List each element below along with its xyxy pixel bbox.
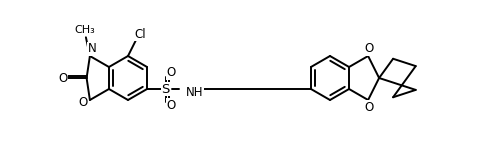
Text: O: O [364, 42, 374, 56]
Text: NH: NH [185, 85, 203, 98]
Text: O: O [78, 95, 87, 109]
Text: O: O [364, 100, 374, 114]
Text: O: O [58, 71, 68, 85]
Text: O: O [166, 99, 175, 112]
Text: O: O [166, 66, 175, 79]
Text: Cl: Cl [134, 28, 146, 41]
Text: CH₃: CH₃ [74, 25, 95, 35]
Text: S: S [162, 83, 170, 95]
Text: N: N [87, 42, 96, 56]
